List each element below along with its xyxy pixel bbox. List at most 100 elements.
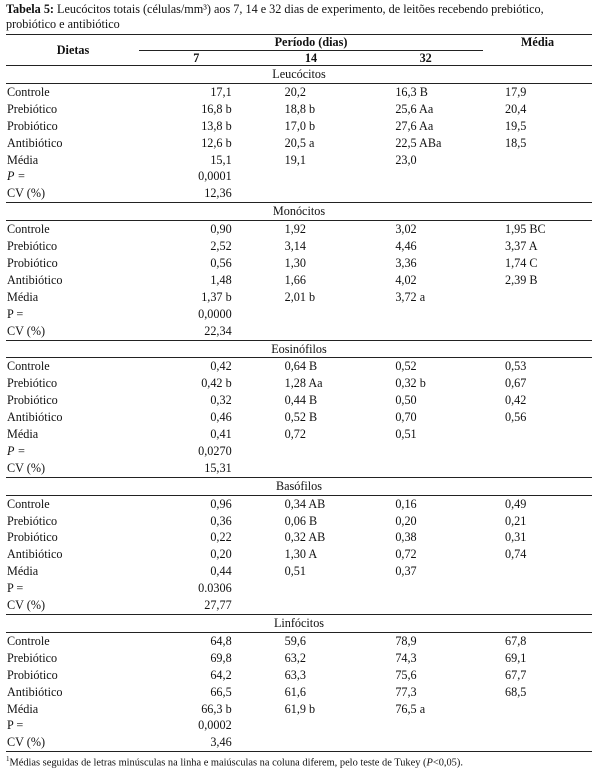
cell-day-7: 13,8 b [201,118,232,133]
cell-media [483,734,592,753]
cell-day-7: 0,0001 [198,169,232,184]
cell-day-7: 0,41 [210,427,232,442]
cell-day-14: 0,64 B [284,359,318,374]
table-row: Prebiótico 69,8 63,2 74,3 69,1 [6,650,592,667]
cell-media: 69,1 [505,650,527,665]
row-label: Antibiótico [7,410,63,425]
cell-day-32: 0,37 [395,564,417,579]
row-label: CV (%) [6,734,139,753]
cell-day-32 [368,168,483,185]
cell-day-32: 0,72 [395,547,417,562]
table-row: P = 0,0002 [6,717,592,734]
table-row: P = 0,0001 [6,168,592,185]
cell-day-32: 4,02 [395,272,417,287]
cell-day-7: 0,90 [210,222,232,237]
cell-day-14 [254,717,369,734]
header-row-2: 7 14 32 [6,51,592,66]
row-label: Probiótico [7,255,58,270]
cell-day-7: 15,1 [210,152,232,167]
table-row: CV (%) 27,77 [6,597,592,614]
table-row: Probiótico 13,8 b 17,0 b 27,6 Aa 19,5 [6,118,592,135]
cell-day-7: 2,52 [210,239,232,254]
row-label: P = [6,168,139,185]
cell-day-14: 17,0 b [284,118,316,133]
cell-day-14: 20,2 [284,84,306,99]
cell-day-32: 75,6 [395,667,417,682]
table-row: Média 1,37 b 2,01 b 3,72 a [6,289,592,306]
cell-day-14: 0,44 B [284,393,318,408]
cell-day-14: 1,92 [284,222,306,237]
cell-media [483,168,592,185]
cell-media [483,717,592,734]
cell-day-32: 27,6 Aa [395,118,434,133]
section-header: Eosinófilos [6,339,592,359]
table-row: Controle 64,8 59,6 78,9 67,8 [6,632,592,649]
table-row: Probiótico 0,56 1,30 3,36 1,74 C [6,255,592,272]
cell-day-32: 3,02 [395,222,417,237]
cell-day-7: 1,48 [210,272,232,287]
table-row: Prebiótico 0,36 0,06 B 0,20 0,21 [6,513,592,530]
cell-day-7: 0,0000 [198,306,232,321]
table-row: CV (%) 3,46 [6,734,592,753]
footnote: 1Médias seguidas de letras minúsculas na… [6,753,594,769]
row-label: Antibiótico [7,547,63,562]
cell-day-32: 0,16 [395,496,417,511]
footnote-p: P [426,757,433,769]
table-row: CV (%) 15,31 [6,460,592,477]
cell-day-7: 66,5 [210,684,232,699]
table-row: P = 0,0000 [6,306,592,323]
cell-media [483,152,592,169]
row-label: Prebiótico [7,239,58,254]
cell-media [483,289,592,306]
cell-day-32 [368,580,483,597]
cell-media: 0,21 [505,513,527,528]
cell-day-32: 25,6 Aa [395,101,434,116]
cell-day-14 [254,323,369,340]
cell-day-14: 3,14 [284,239,306,254]
cell-day-14: 1,28 Aa [284,376,323,391]
row-label: Prebiótico [7,376,58,391]
row-label: Probiótico [7,667,58,682]
cell-media: 17,9 [505,84,527,99]
cell-media [483,563,592,580]
cell-day-32: 4,46 [395,239,417,254]
row-label: Controle [7,633,50,648]
table-row: Probiótico 0,22 0,32 AB 0,38 0,31 [6,529,592,546]
cell-day-7: 0,0002 [198,718,232,733]
cell-day-7: 0,56 [210,255,232,270]
cell-media: 0,49 [505,496,527,511]
cell-day-32: 22,5 ABa [395,135,442,150]
row-label: CV (%) [7,598,46,613]
header-periodo: Período (dias) [139,34,483,51]
cell-day-32 [368,734,483,753]
header-day-32: 32 [419,51,432,65]
cell-day-14: 0,51 [284,564,306,579]
caption-text: Leucócitos totais (células/mm³) aos 7, 1… [6,2,544,31]
cell-day-7: 66,3 b [201,701,232,716]
table-row: Antibiótico 1,48 1,66 4,02 2,39 B [6,272,592,289]
cell-day-32: 0,70 [395,410,417,425]
cell-day-14: 1,30 [284,255,306,270]
cell-media: 0,67 [505,376,527,391]
table-row: Antibiótico 0,20 1,30 A 0,72 0,74 [6,546,592,563]
table-row: CV (%) 12,36 [6,185,592,202]
cell-day-14 [254,597,369,614]
row-label: Média [7,701,39,716]
table-row: Antibiótico 12,6 b 20,5 a 22,5 ABa 18,5 [6,135,592,152]
cell-day-7: 12,6 b [201,135,232,150]
cell-day-7: 64,2 [210,667,232,682]
cell-media: 1,95 BC [505,222,546,237]
cell-media [483,443,592,460]
footnote-text: Médias seguidas de letras minúsculas na … [9,757,427,769]
table-row: Probiótico 0,32 0,44 B 0,50 0,42 [6,392,592,409]
cell-day-14 [254,580,369,597]
cell-day-32: 76,5 a [395,701,426,716]
cell-day-14 [253,734,369,753]
row-label: Antibiótico [7,684,63,699]
row-label: Controle [7,496,50,511]
cell-day-7: 1,37 b [201,289,232,304]
cell-day-14 [254,443,369,460]
cell-media [483,426,592,443]
row-label: CV (%) [7,186,46,201]
